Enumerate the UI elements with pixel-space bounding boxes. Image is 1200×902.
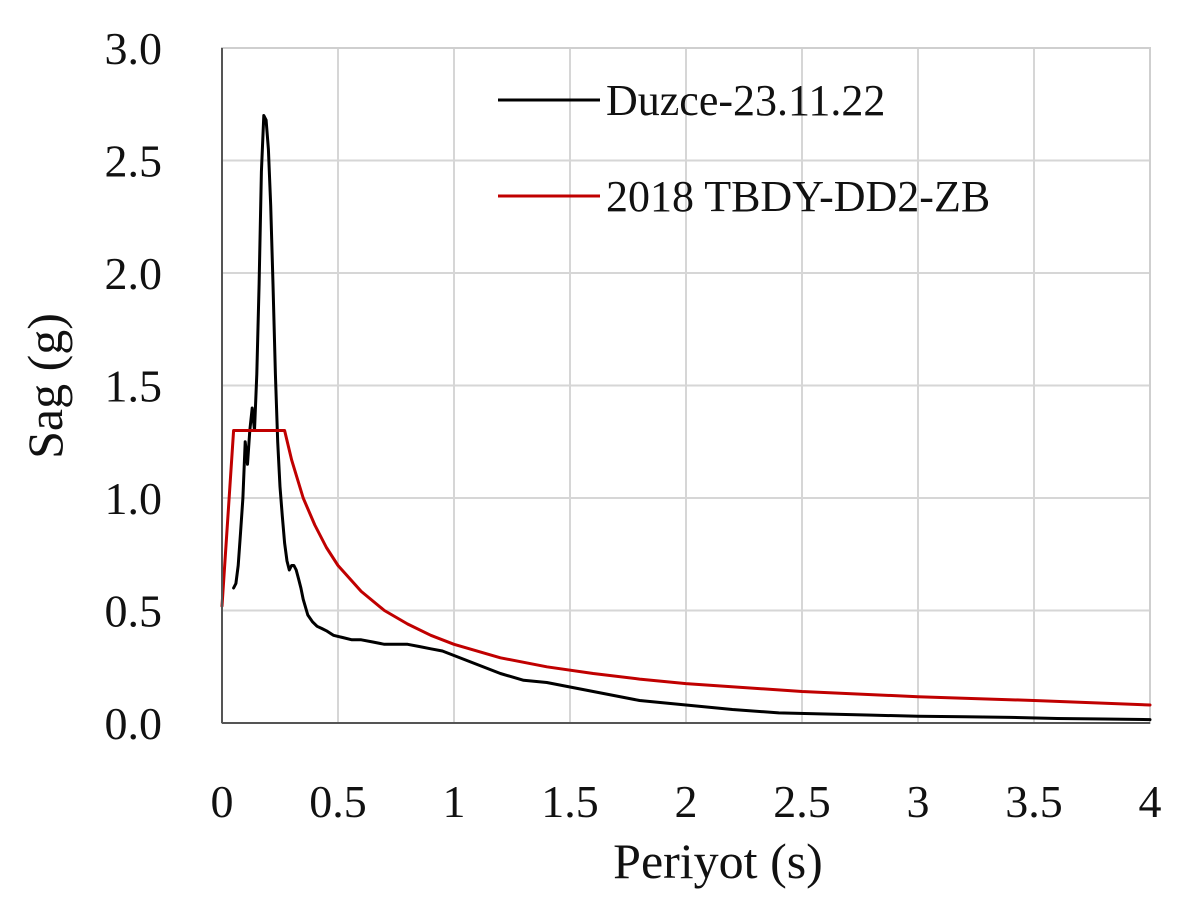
y-tick-label: 3.0 bbox=[105, 23, 163, 74]
y-tick-label: 1.0 bbox=[105, 473, 163, 524]
x-tick-label: 2.5 bbox=[773, 776, 831, 827]
series-line-tbdy bbox=[220, 429, 1152, 707]
x-tick-label: 0 bbox=[211, 776, 234, 827]
y-tick-label: 2.0 bbox=[105, 248, 163, 299]
x-axis-title: Periyot (s) bbox=[613, 833, 823, 889]
x-tick-label: 3 bbox=[907, 776, 930, 827]
x-tick-label: 1.5 bbox=[541, 776, 599, 827]
series-layer bbox=[220, 114, 1152, 722]
legend-label-tbdy: 2018 TBDY-DD2-ZB bbox=[606, 172, 990, 221]
x-tick-label: 2 bbox=[675, 776, 698, 827]
legend: Duzce-23.11.22 2018 TBDY-DD2-ZB bbox=[498, 76, 990, 221]
grid bbox=[222, 47, 1151, 723]
x-tick-label: 0.5 bbox=[309, 776, 367, 827]
x-tick-label: 3.5 bbox=[1005, 776, 1063, 827]
y-tick-label: 0.0 bbox=[105, 698, 163, 749]
y-tick-label: 2.5 bbox=[105, 136, 163, 187]
x-tick-label: 4 bbox=[1139, 776, 1162, 827]
y-tick-label: 0.5 bbox=[105, 586, 163, 637]
y-axis-title: Sag (g) bbox=[17, 313, 73, 459]
series-line-duzce bbox=[232, 114, 1152, 722]
x-tick-label: 1 bbox=[443, 776, 466, 827]
y-tick-labels: 0.0 0.5 1.0 1.5 2.0 2.5 3.0 bbox=[105, 23, 163, 749]
legend-label-duzce: Duzce-23.11.22 bbox=[606, 76, 885, 125]
y-tick-label: 1.5 bbox=[105, 361, 163, 412]
x-tick-labels: 0 0.5 1 1.5 2 2.5 3 3.5 4 bbox=[211, 776, 1162, 827]
